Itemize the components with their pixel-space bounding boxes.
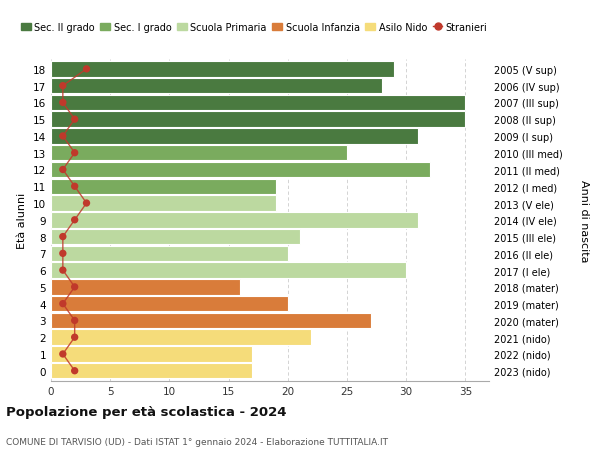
Bar	[51, 280, 241, 295]
Bar	[51, 213, 418, 228]
Point	[70, 217, 79, 224]
Bar	[51, 297, 288, 312]
Bar	[51, 146, 347, 161]
Point	[58, 83, 68, 90]
Point	[82, 200, 91, 207]
Point	[70, 367, 79, 375]
Point	[58, 250, 68, 257]
Point	[58, 133, 68, 140]
Point	[82, 66, 91, 73]
Text: COMUNE DI TARVISIO (UD) - Dati ISTAT 1° gennaio 2024 - Elaborazione TUTTITALIA.I: COMUNE DI TARVISIO (UD) - Dati ISTAT 1° …	[6, 437, 388, 446]
Bar	[51, 179, 276, 195]
Bar	[51, 112, 466, 128]
Point	[58, 167, 68, 174]
Point	[70, 150, 79, 157]
Point	[58, 267, 68, 274]
Point	[70, 334, 79, 341]
Bar	[51, 95, 466, 111]
Bar	[51, 313, 371, 329]
Bar	[51, 79, 382, 94]
Bar	[51, 347, 252, 362]
Bar	[51, 246, 288, 262]
Legend: Sec. II grado, Sec. I grado, Scuola Primaria, Scuola Infanzia, Asilo Nido, Stran: Sec. II grado, Sec. I grado, Scuola Prim…	[21, 23, 488, 33]
Bar	[51, 129, 418, 144]
Bar	[51, 162, 430, 178]
Point	[58, 233, 68, 241]
Point	[58, 100, 68, 107]
Point	[58, 351, 68, 358]
Bar	[51, 330, 311, 345]
Point	[70, 317, 79, 325]
Bar	[51, 62, 394, 78]
Bar	[51, 263, 406, 278]
Bar	[51, 196, 276, 211]
Y-axis label: Anni di nascita: Anni di nascita	[579, 179, 589, 262]
Point	[70, 183, 79, 190]
Y-axis label: Età alunni: Età alunni	[17, 192, 28, 248]
Point	[58, 300, 68, 308]
Point	[70, 116, 79, 123]
Text: Popolazione per età scolastica - 2024: Popolazione per età scolastica - 2024	[6, 405, 287, 419]
Bar	[51, 363, 252, 379]
Point	[70, 284, 79, 291]
Bar	[51, 230, 299, 245]
